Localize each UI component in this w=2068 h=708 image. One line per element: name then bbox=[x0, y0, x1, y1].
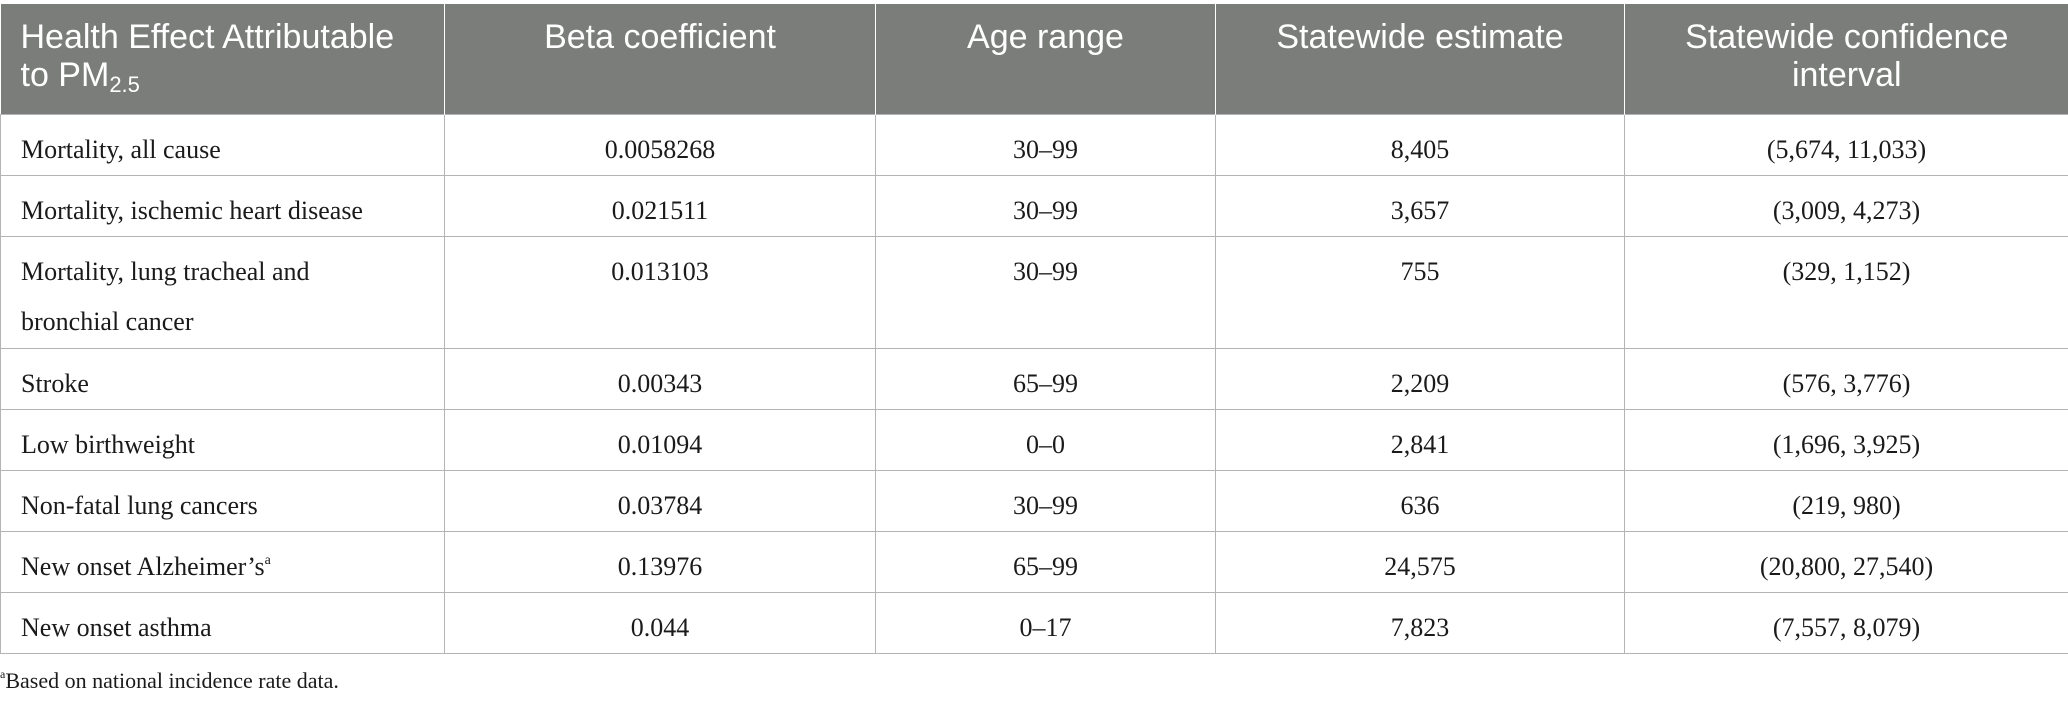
header-health-effect-label: Health Effect Attributable to PM bbox=[20, 18, 395, 94]
cell-estimate: 3,657 bbox=[1215, 174, 1625, 237]
cell-estimate: 24,575 bbox=[1215, 530, 1625, 593]
cell-estimate: 2,841 bbox=[1215, 408, 1625, 471]
cell-estimate: 2,209 bbox=[1215, 347, 1625, 410]
cell-health-effect: Mortality, all cause bbox=[0, 113, 445, 176]
cell-beta: 0.021511 bbox=[444, 174, 876, 237]
cell-age-range: 0–17 bbox=[875, 591, 1216, 654]
cell-beta: 0.0058268 bbox=[444, 113, 876, 176]
cell-estimate: 636 bbox=[1215, 469, 1625, 532]
header-statewide-estimate: Statewide estimate bbox=[1215, 4, 1625, 114]
health-effects-table-container: Health Effect Attributable to PM2.5 Beta… bbox=[0, 4, 2068, 654]
cell-health-effect-text: New onset Alzheimer’s bbox=[21, 551, 265, 581]
table-body: Mortality, all cause 0.0058268 30–99 8,4… bbox=[0, 113, 2068, 654]
footnote-text: Based on national incidence rate data. bbox=[5, 668, 339, 693]
cell-health-effect: Low birthweight bbox=[0, 408, 445, 471]
health-effects-table: Health Effect Attributable to PM2.5 Beta… bbox=[0, 4, 2068, 654]
cell-age-range: 65–99 bbox=[875, 530, 1216, 593]
cell-estimate: 755 bbox=[1215, 235, 1625, 349]
cell-confidence-interval: (3,009, 4,273) bbox=[1624, 174, 2068, 237]
cell-health-effect: Non-fatal lung cancers bbox=[0, 469, 445, 532]
cell-age-range: 65–99 bbox=[875, 347, 1216, 410]
table-row: New onset Alzheimer’sa 0.13976 65–99 24,… bbox=[0, 530, 2068, 593]
cell-age-range: 30–99 bbox=[875, 174, 1216, 237]
cell-beta: 0.13976 bbox=[444, 530, 876, 593]
table-row: Non-fatal lung cancers 0.03784 30–99 636… bbox=[0, 469, 2068, 532]
table-row: Mortality, ischemic heart disease 0.0215… bbox=[0, 174, 2068, 237]
cell-confidence-interval: (576, 3,776) bbox=[1624, 347, 2068, 410]
cell-beta: 0.044 bbox=[444, 591, 876, 654]
header-health-effect-subscript: 2.5 bbox=[109, 72, 140, 97]
cell-health-effect: New onset asthma bbox=[0, 591, 445, 654]
cell-health-effect: Mortality, ischemic heart disease bbox=[0, 174, 445, 237]
cell-beta: 0.03784 bbox=[444, 469, 876, 532]
cell-age-range: 30–99 bbox=[875, 113, 1216, 176]
cell-confidence-interval: (5,674, 11,033) bbox=[1624, 113, 2068, 176]
cell-confidence-interval: (20,800, 27,540) bbox=[1624, 530, 2068, 593]
table-row: Mortality, all cause 0.0058268 30–99 8,4… bbox=[0, 113, 2068, 176]
cell-age-range: 30–99 bbox=[875, 469, 1216, 532]
cell-health-effect: Mortality, lung tracheal and bronchial c… bbox=[0, 235, 445, 349]
table-row: Mortality, lung tracheal and bronchial c… bbox=[0, 235, 2068, 349]
header-row: Health Effect Attributable to PM2.5 Beta… bbox=[0, 4, 2068, 114]
header-age-range: Age range bbox=[875, 4, 1216, 114]
cell-health-effect-text: Mortality, lung tracheal and bronchial c… bbox=[21, 256, 310, 336]
header-statewide-confidence-interval: Statewide confidence interval bbox=[1624, 4, 2068, 114]
cell-health-effect: Stroke bbox=[0, 347, 445, 410]
footnote-marker: a bbox=[0, 667, 6, 681]
cell-confidence-interval: (219, 980) bbox=[1624, 469, 2068, 532]
header-beta-coefficient: Beta coefficient bbox=[444, 4, 876, 114]
cell-age-range: 30–99 bbox=[875, 235, 1216, 349]
footnote-marker: a bbox=[264, 552, 271, 568]
cell-beta: 0.013103 bbox=[444, 235, 876, 349]
cell-health-effect: New onset Alzheimer’sa bbox=[0, 530, 445, 593]
table-row: Low birthweight 0.01094 0–0 2,841 (1,696… bbox=[0, 408, 2068, 471]
cell-estimate: 8,405 bbox=[1215, 113, 1625, 176]
table-footnote: aBased on national incidence rate data. bbox=[0, 668, 339, 694]
cell-age-range: 0–0 bbox=[875, 408, 1216, 471]
table-header: Health Effect Attributable to PM2.5 Beta… bbox=[0, 4, 2068, 114]
cell-confidence-interval: (329, 1,152) bbox=[1624, 235, 2068, 349]
header-health-effect: Health Effect Attributable to PM2.5 bbox=[0, 4, 445, 114]
table-row: New onset asthma 0.044 0–17 7,823 (7,557… bbox=[0, 591, 2068, 654]
cell-estimate: 7,823 bbox=[1215, 591, 1625, 654]
cell-confidence-interval: (1,696, 3,925) bbox=[1624, 408, 2068, 471]
cell-beta: 0.01094 bbox=[444, 408, 876, 471]
cell-beta: 0.00343 bbox=[444, 347, 876, 410]
cell-confidence-interval: (7,557, 8,079) bbox=[1624, 591, 2068, 654]
table-row: Stroke 0.00343 65–99 2,209 (576, 3,776) bbox=[0, 347, 2068, 410]
